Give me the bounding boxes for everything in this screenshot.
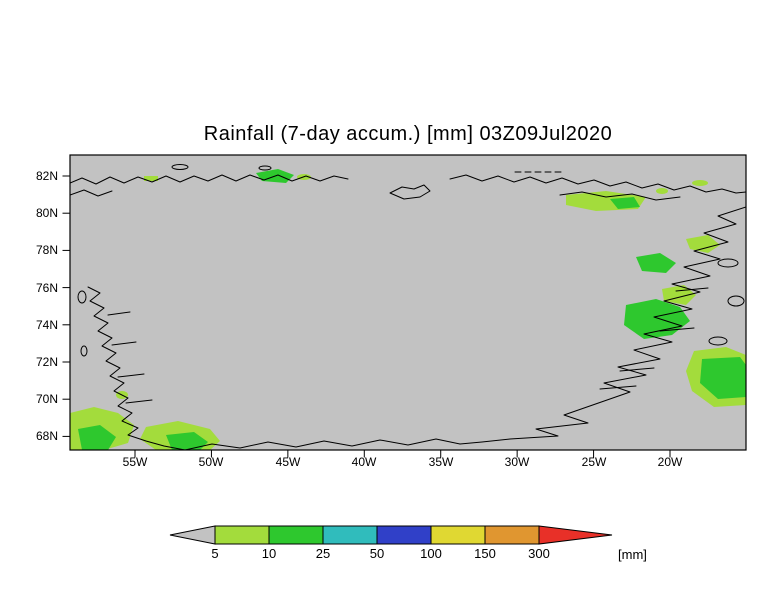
rain-patch [692, 180, 708, 186]
colorbar-tick-label: 25 [306, 547, 340, 561]
lat-tick-label: 82N [24, 169, 58, 183]
colorbar-segment [377, 526, 431, 544]
lon-tick-label: 25W [574, 455, 614, 469]
lon-tick-label: 30W [497, 455, 537, 469]
lat-tick-label: 74N [24, 318, 58, 332]
colorbar-segment [323, 526, 377, 544]
plot-title: Rainfall (7-day accum.) [mm] 03Z09Jul202… [70, 123, 746, 146]
lat-tick-label: 76N [24, 281, 58, 295]
colorbar-high-arrow [539, 526, 612, 544]
colorbar-units-label: [mm] [618, 547, 647, 562]
colorbar-segment [269, 526, 323, 544]
rainfall-plot-page: Rainfall (7-day accum.) [mm] 03Z09Jul202… [0, 0, 784, 612]
lon-tick-label: 45W [268, 455, 308, 469]
colorbar-tick-label: 5 [198, 547, 232, 561]
lon-tick-label: 55W [115, 455, 155, 469]
lat-tick-label: 72N [24, 355, 58, 369]
lat-tick-label: 78N [24, 243, 58, 257]
rain-patch [656, 188, 668, 194]
lat-tick-label: 80N [24, 206, 58, 220]
colorbar-tick-label: 50 [360, 547, 394, 561]
map-plot-area [60, 145, 760, 465]
colorbar-low-arrow [170, 526, 215, 544]
colorbar [160, 524, 660, 550]
colorbar-tick-label: 300 [522, 547, 556, 561]
colorbar-segment [431, 526, 485, 544]
colorbar-tick-label: 10 [252, 547, 286, 561]
lon-tick-label: 35W [421, 455, 461, 469]
lon-tick-label: 50W [191, 455, 231, 469]
colorbar-tick-label: 150 [468, 547, 502, 561]
colorbar-segment [485, 526, 539, 544]
colorbar-tick-label: 100 [414, 547, 448, 561]
colorbar-segment [215, 526, 269, 544]
lat-tick-label: 68N [24, 429, 58, 443]
lon-tick-label: 40W [344, 455, 384, 469]
lon-tick-label: 20W [650, 455, 690, 469]
lat-tick-label: 70N [24, 392, 58, 406]
